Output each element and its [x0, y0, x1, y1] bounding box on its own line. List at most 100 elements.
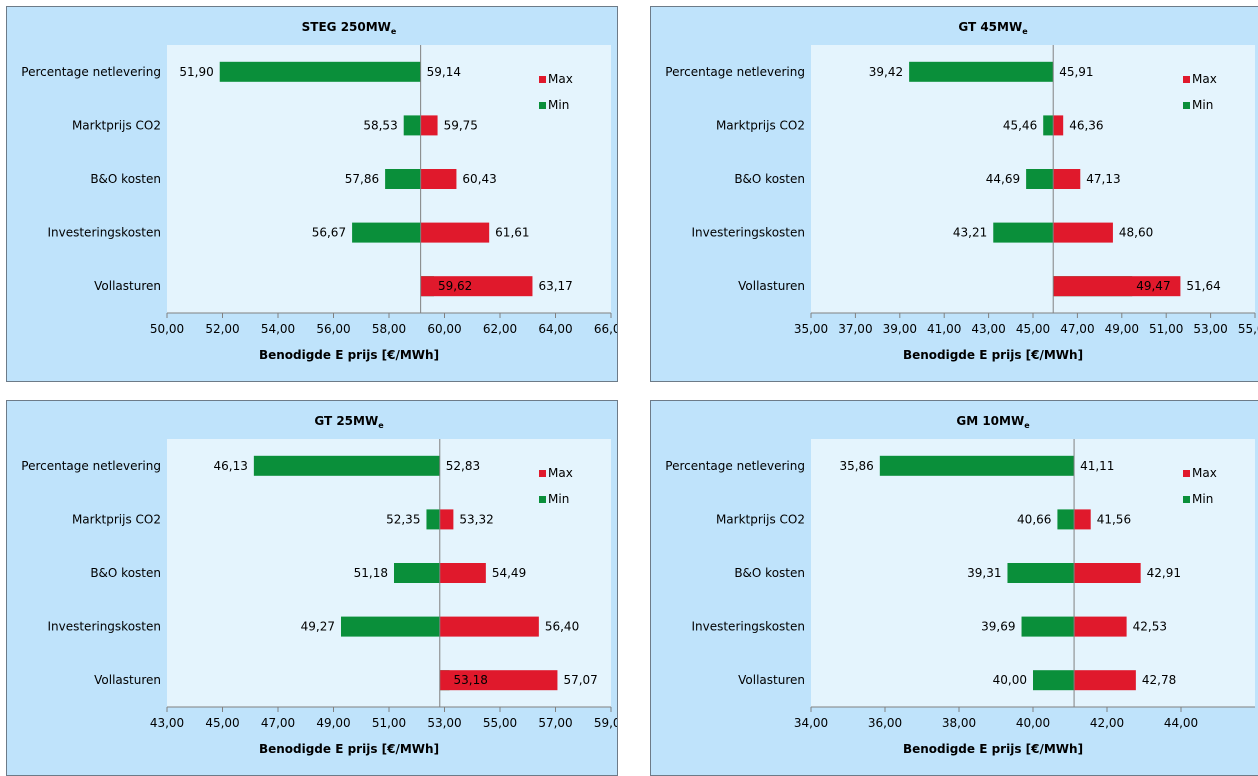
data-label-max-investeringskosten: 42,53 [1133, 620, 1167, 634]
category-label-investeringskosten: Investeringskosten [691, 620, 805, 634]
category-label-marktprijs-co2: Marktprijs CO2 [716, 512, 805, 526]
chart-panel-gt-25: GT 25MWe Percentage netlevering 46,13 52,83… [6, 400, 618, 776]
x-tick-label: 53,00 [1193, 322, 1227, 336]
bar-min-b-o-kosten [1007, 563, 1075, 583]
x-tick-label: 47,00 [261, 716, 295, 730]
tornado-chart-gt-45: GT 45MWe Percentage netlevering 39,42 45,91… [665, 20, 1258, 362]
data-label-max-investeringskosten: 61,61 [495, 226, 529, 240]
bar-min-vollasturen [1033, 670, 1075, 691]
x-tick-label: 66,00 [594, 322, 617, 336]
bar-max-b-o-kosten [420, 169, 457, 189]
legend-swatch-max [1183, 76, 1190, 83]
data-label-min-marktprijs-co2: 52,35 [386, 512, 420, 526]
data-label-min-percentage-netlevering: 39,42 [869, 65, 903, 79]
x-axis-title: Benodigde E prijs [€/MWh] [259, 742, 439, 756]
data-label-min-marktprijs-co2: 40,66 [1017, 512, 1051, 526]
data-label-max-percentage-netlevering: 41,11 [1080, 459, 1114, 473]
data-label-min-b-o-kosten: 51,18 [354, 566, 388, 580]
tornado-chart-gt-25: GT 25MWe Percentage netlevering 46,13 52,83… [21, 414, 617, 756]
data-label-max-percentage-netlevering: 45,91 [1059, 65, 1093, 79]
category-label-marktprijs-co2: Marktprijs CO2 [72, 118, 161, 132]
category-label-investeringskosten: Investeringskosten [691, 226, 805, 240]
data-label-min-investeringskosten: 56,67 [312, 226, 346, 240]
legend-swatch-min [539, 102, 546, 109]
bar-min-percentage-netlevering [253, 455, 440, 476]
chart-title: GT 45MWe [958, 20, 1028, 36]
x-tick-label: 47,00 [1060, 322, 1094, 336]
bar-min-percentage-netlevering [879, 455, 1075, 476]
legend-swatch-min [1183, 102, 1190, 109]
data-label-max-marktprijs-co2: 59,75 [444, 118, 478, 132]
category-label-b-o-kosten: B&O kosten [734, 172, 805, 186]
data-label-max-percentage-netlevering: 52,83 [446, 459, 480, 473]
data-label-min-b-o-kosten: 39,31 [967, 566, 1001, 580]
x-tick-label: 58,00 [372, 322, 406, 336]
data-label-min-investeringskosten: 43,21 [953, 226, 987, 240]
x-tick-label: 64,00 [538, 322, 572, 336]
chart-title: STEG 250MWe [302, 20, 397, 36]
bar-max-investeringskosten [439, 616, 539, 637]
data-label-min-investeringskosten: 49,27 [301, 620, 335, 634]
bar-min-percentage-netlevering [219, 61, 421, 82]
x-tick-label: 54,00 [261, 322, 295, 336]
x-tick-label: 60,00 [427, 322, 461, 336]
chart-title: GT 25MWe [314, 414, 384, 430]
legend-swatch-max [1183, 470, 1190, 477]
bar-min-b-o-kosten [385, 169, 421, 189]
category-label-percentage-netlevering: Percentage netlevering [665, 459, 805, 473]
x-tick-label: 39,00 [883, 322, 917, 336]
legend-swatch-max [539, 470, 546, 477]
category-label-b-o-kosten: B&O kosten [734, 566, 805, 580]
data-label-max-b-o-kosten: 42,91 [1147, 566, 1181, 580]
data-label-min-percentage-netlevering: 35,86 [839, 459, 873, 473]
plot-area [167, 439, 611, 707]
x-tick-label: 36,00 [868, 716, 902, 730]
x-tick-label: 55,00 [1238, 322, 1258, 336]
chart-title-subscript: e [391, 27, 397, 36]
bar-min-b-o-kosten [393, 563, 440, 583]
bar-max-b-o-kosten [439, 563, 486, 583]
data-label-min-marktprijs-co2: 45,46 [1003, 118, 1037, 132]
data-label-min-marktprijs-co2: 58,53 [363, 118, 397, 132]
legend-label-min: Min [548, 492, 569, 506]
data-label-max-vollasturen: 42,78 [1142, 673, 1176, 687]
bar-min-marktprijs-co2 [403, 115, 421, 136]
bar-min-marktprijs-co2 [1057, 509, 1075, 530]
x-tick-label: 49,00 [316, 716, 350, 730]
bar-min-investeringskosten [340, 616, 440, 637]
bar-min-percentage-netlevering [909, 61, 1054, 82]
tornado-chart-steg-250: STEG 250MWe Percentage netlevering 51,90 59… [21, 20, 617, 362]
x-tick-label: 38,00 [942, 716, 976, 730]
legend-label-max: Max [1192, 72, 1217, 86]
x-tick-label: 53,00 [427, 716, 461, 730]
x-axis-title: Benodigde E prijs [€/MWh] [903, 742, 1083, 756]
bar-max-vollasturen [1074, 670, 1136, 691]
x-tick-label: 43,00 [971, 322, 1005, 336]
data-label-max-marktprijs-co2: 46,36 [1069, 118, 1103, 132]
bar-min-investeringskosten [993, 222, 1054, 243]
bar-max-investeringskosten [1074, 616, 1127, 637]
legend-label-min: Min [548, 98, 569, 112]
x-axis-title: Benodigde E prijs [€/MWh] [259, 348, 439, 362]
data-label-max-vollasturen: 51,64 [1186, 279, 1220, 293]
category-label-marktprijs-co2: Marktprijs CO2 [716, 118, 805, 132]
bar-max-vollasturen [439, 670, 558, 691]
x-tick-label: 51,00 [372, 716, 406, 730]
data-label-min-percentage-netlevering: 51,90 [179, 65, 213, 79]
data-label-min-vollasturen: 59,62 [438, 279, 472, 293]
legend-label-min: Min [1192, 98, 1213, 112]
bar-max-b-o-kosten [1074, 563, 1141, 583]
category-label-b-o-kosten: B&O kosten [90, 172, 161, 186]
legend-label-max: Max [548, 72, 573, 86]
data-label-max-b-o-kosten: 54,49 [492, 566, 526, 580]
x-tick-label: 56,00 [316, 322, 350, 336]
data-label-max-b-o-kosten: 60,43 [462, 172, 496, 186]
x-tick-label: 37,00 [838, 322, 872, 336]
bar-min-b-o-kosten [1026, 169, 1054, 189]
x-tick-label: 43,00 [150, 716, 184, 730]
category-label-percentage-netlevering: Percentage netlevering [21, 65, 161, 79]
data-label-min-vollasturen: 49,47 [1136, 279, 1170, 293]
category-label-vollasturen: Vollasturen [738, 673, 805, 687]
x-tick-label: 34,00 [794, 716, 828, 730]
bar-max-investeringskosten [1053, 222, 1113, 243]
